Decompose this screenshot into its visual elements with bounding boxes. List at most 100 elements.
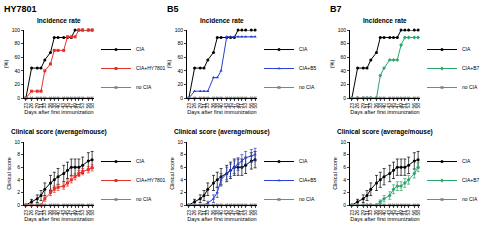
svg-text:B7: B7 — [330, 4, 342, 14]
svg-text:43: 43 — [223, 103, 229, 109]
svg-text:47: 47 — [394, 103, 400, 109]
svg-text:Clinical score: Clinical score — [169, 157, 175, 190]
svg-text:40: 40 — [218, 210, 224, 216]
svg-text:43: 43 — [60, 103, 66, 109]
svg-text:26: 26 — [191, 210, 197, 216]
svg-text:0: 0 — [17, 202, 20, 208]
svg-text:33: 33 — [367, 210, 373, 216]
svg-text:29: 29 — [34, 103, 40, 109]
svg-text:60: 60 — [14, 54, 20, 60]
svg-text:33: 33 — [204, 210, 210, 216]
svg-text:31: 31 — [201, 210, 207, 216]
svg-text:33: 33 — [41, 103, 47, 109]
svg-text:31: 31 — [364, 103, 370, 109]
svg-text:53: 53 — [242, 210, 248, 216]
svg-text:0: 0 — [343, 202, 346, 208]
svg-text:0: 0 — [17, 95, 20, 101]
svg-text:40: 40 — [381, 103, 387, 109]
svg-text:Days after first immunization: Days after first immunization — [187, 216, 256, 222]
svg-text:26: 26 — [28, 210, 34, 216]
svg-text:no CIA: no CIA — [299, 84, 315, 90]
svg-text:20: 20 — [340, 81, 346, 87]
svg-text:8: 8 — [343, 151, 346, 157]
svg-text:47: 47 — [394, 210, 400, 216]
svg-text:38: 38 — [214, 210, 220, 216]
svg-text:20: 20 — [177, 81, 183, 87]
svg-text:(%): (%) — [3, 60, 9, 69]
svg-text:45: 45 — [64, 103, 70, 109]
svg-text:53: 53 — [242, 103, 248, 109]
svg-text:49: 49 — [72, 103, 78, 109]
svg-text:23: 23 — [186, 210, 192, 216]
svg-text:2: 2 — [17, 189, 20, 195]
svg-text:56: 56 — [411, 210, 417, 216]
svg-text:23: 23 — [186, 103, 192, 109]
svg-text:53: 53 — [405, 103, 411, 109]
svg-text:20: 20 — [14, 81, 20, 87]
svg-text:38: 38 — [51, 210, 57, 216]
svg-text:6: 6 — [343, 164, 346, 170]
svg-text:no CIA: no CIA — [299, 196, 315, 202]
svg-text:no CIA: no CIA — [136, 84, 152, 90]
svg-text:60: 60 — [177, 54, 183, 60]
svg-text:36: 36 — [373, 210, 379, 216]
svg-text:33: 33 — [41, 210, 47, 216]
svg-text:Clinical score: Clinical score — [6, 157, 12, 190]
svg-text:8: 8 — [180, 151, 183, 157]
svg-text:47: 47 — [68, 210, 74, 216]
svg-text:26: 26 — [191, 103, 197, 109]
svg-text:56: 56 — [248, 103, 254, 109]
svg-text:80: 80 — [14, 40, 20, 46]
svg-text:100: 100 — [175, 27, 184, 33]
svg-text:100: 100 — [12, 27, 21, 33]
svg-text:Incidence rate: Incidence rate — [200, 17, 244, 24]
svg-text:51: 51 — [401, 103, 407, 109]
svg-text:31: 31 — [201, 103, 207, 109]
svg-text:10: 10 — [340, 139, 346, 145]
svg-text:49: 49 — [398, 210, 404, 216]
svg-text:CIA+B7: CIA+B7 — [462, 177, 480, 183]
svg-text:CIA+B7: CIA+B7 — [462, 65, 480, 71]
svg-text:Days after first immunization: Days after first immunization — [187, 109, 256, 115]
svg-text:CIA: CIA — [299, 158, 308, 164]
svg-text:56: 56 — [248, 210, 254, 216]
svg-text:26: 26 — [354, 210, 360, 216]
svg-text:38: 38 — [214, 103, 220, 109]
svg-text:(%): (%) — [329, 60, 335, 69]
svg-text:56: 56 — [85, 103, 91, 109]
svg-text:4: 4 — [17, 177, 20, 183]
svg-text:4: 4 — [343, 177, 346, 183]
svg-text:43: 43 — [386, 103, 392, 109]
svg-text:43: 43 — [223, 210, 229, 216]
svg-text:80: 80 — [177, 40, 183, 46]
svg-text:Incidence rate: Incidence rate — [363, 17, 407, 24]
svg-text:43: 43 — [60, 210, 66, 216]
svg-text:53: 53 — [79, 210, 85, 216]
svg-text:CIA: CIA — [136, 46, 145, 52]
svg-text:58: 58 — [252, 103, 258, 109]
svg-text:29: 29 — [197, 103, 203, 109]
svg-text:47: 47 — [231, 103, 237, 109]
svg-text:29: 29 — [360, 103, 366, 109]
svg-text:38: 38 — [377, 210, 383, 216]
svg-text:Clinical score: Clinical score — [332, 157, 338, 190]
svg-text:31: 31 — [38, 210, 44, 216]
svg-text:56: 56 — [85, 210, 91, 216]
svg-text:23: 23 — [23, 103, 29, 109]
svg-text:58: 58 — [415, 103, 421, 109]
svg-text:45: 45 — [64, 210, 70, 216]
svg-text:Days after first immunization: Days after first immunization — [350, 109, 419, 115]
svg-text:Clinical score (average/mouse): Clinical score (average/mouse) — [174, 128, 270, 136]
svg-text:CIA: CIA — [462, 158, 471, 164]
svg-text:36: 36 — [210, 210, 216, 216]
svg-text:29: 29 — [360, 210, 366, 216]
svg-text:26: 26 — [28, 103, 34, 109]
svg-text:53: 53 — [79, 103, 85, 109]
svg-text:CIA+B5: CIA+B5 — [299, 65, 317, 71]
svg-text:51: 51 — [238, 103, 244, 109]
svg-text:47: 47 — [68, 103, 74, 109]
svg-text:0: 0 — [343, 95, 346, 101]
svg-text:45: 45 — [227, 103, 233, 109]
svg-text:CIA+HY7801: CIA+HY7801 — [136, 177, 166, 183]
svg-text:CIA: CIA — [299, 46, 308, 52]
